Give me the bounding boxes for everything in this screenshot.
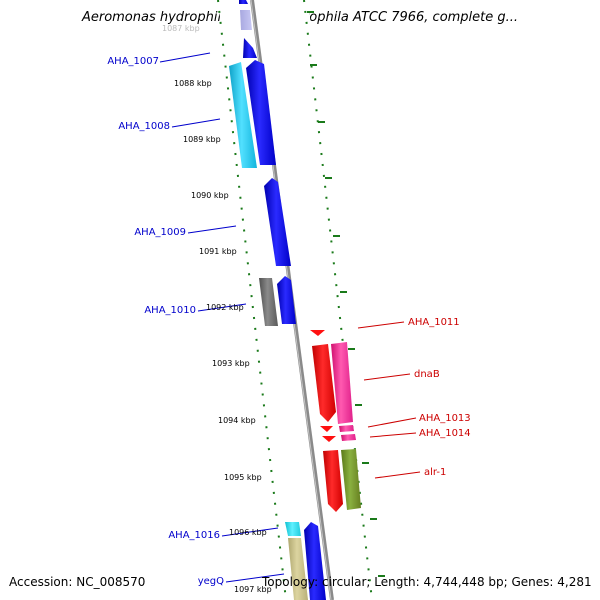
gene-AHA_1006 — [239, 0, 252, 30]
gene-AHA_1016-tan — [288, 538, 308, 600]
left-tick-line — [217, 0, 287, 600]
gene-AHA_1013-red — [320, 426, 333, 432]
gene-label-left[interactable]: AHA_1016 — [168, 530, 220, 541]
gene-AHA_1014-pink — [341, 434, 356, 441]
gene-alr-1-olive — [341, 449, 361, 510]
right-leaders — [357, 321, 421, 479]
gene-label-right[interactable]: AHA_1013 — [419, 413, 471, 424]
gene-AHA_1007 — [243, 38, 257, 58]
gene-label-right[interactable]: AHA_1011 — [408, 317, 460, 328]
gene-yegQ — [304, 522, 326, 600]
gene-label-left[interactable]: AHA_1007 — [107, 56, 159, 67]
gene-AHA_1010 — [277, 276, 296, 324]
gene-AHA_1012-pink — [331, 342, 353, 424]
gene-AHA_1016-aqua — [285, 522, 301, 536]
gene-label-right[interactable]: AHA_1014 — [419, 428, 471, 439]
gene-AHA_1011 — [310, 330, 325, 336]
kbp-label: 1087 kbp — [162, 24, 200, 33]
kbp-label: 1089 kbp — [183, 135, 221, 144]
gene-label-right[interactable]: dnaB — [414, 369, 440, 380]
gene-label-left[interactable]: AHA_1008 — [118, 121, 170, 132]
gene-AHA_1008-cyan — [229, 62, 257, 168]
right-tick-line — [303, 0, 373, 600]
gene-label-left[interactable]: AHA_1009 — [134, 227, 186, 238]
kbp-label: 1096 kbp — [229, 528, 267, 537]
summary-text: Topology: circular; Length: 4,744,448 bp… — [262, 575, 592, 589]
gene-dnaB — [312, 344, 336, 422]
gene-label-left[interactable]: AHA_1010 — [144, 305, 196, 316]
kbp-label: 1095 kbp — [224, 473, 262, 482]
gene-AHA_1010-gray — [259, 278, 278, 326]
gene-AHA_1008-blue — [246, 60, 276, 165]
gene-AHA_1013-pink — [339, 425, 354, 432]
kbp-label: 1090 kbp — [191, 191, 229, 200]
left-leaders — [159, 52, 285, 583]
gene-label-right[interactable]: alr-1 — [424, 467, 446, 478]
gene-AHA_1014-red — [322, 436, 336, 442]
kbp-label: 1091 kbp — [199, 247, 237, 256]
gene-alr-1-red — [323, 450, 343, 512]
kbp-label: 1088 kbp — [174, 79, 212, 88]
kbp-label: 1092 kbp — [206, 303, 244, 312]
kbp-label: 1097 kbp — [234, 585, 272, 594]
right-major-ticks — [307, 11, 385, 577]
kbp-label: 1093 kbp — [212, 359, 250, 368]
gene-AHA_1009 — [264, 178, 291, 266]
accession-text: Accession: NC_008570 — [9, 575, 146, 589]
gene-label-left[interactable]: yegQ — [198, 576, 224, 587]
kbp-label: 1094 kbp — [218, 416, 256, 425]
